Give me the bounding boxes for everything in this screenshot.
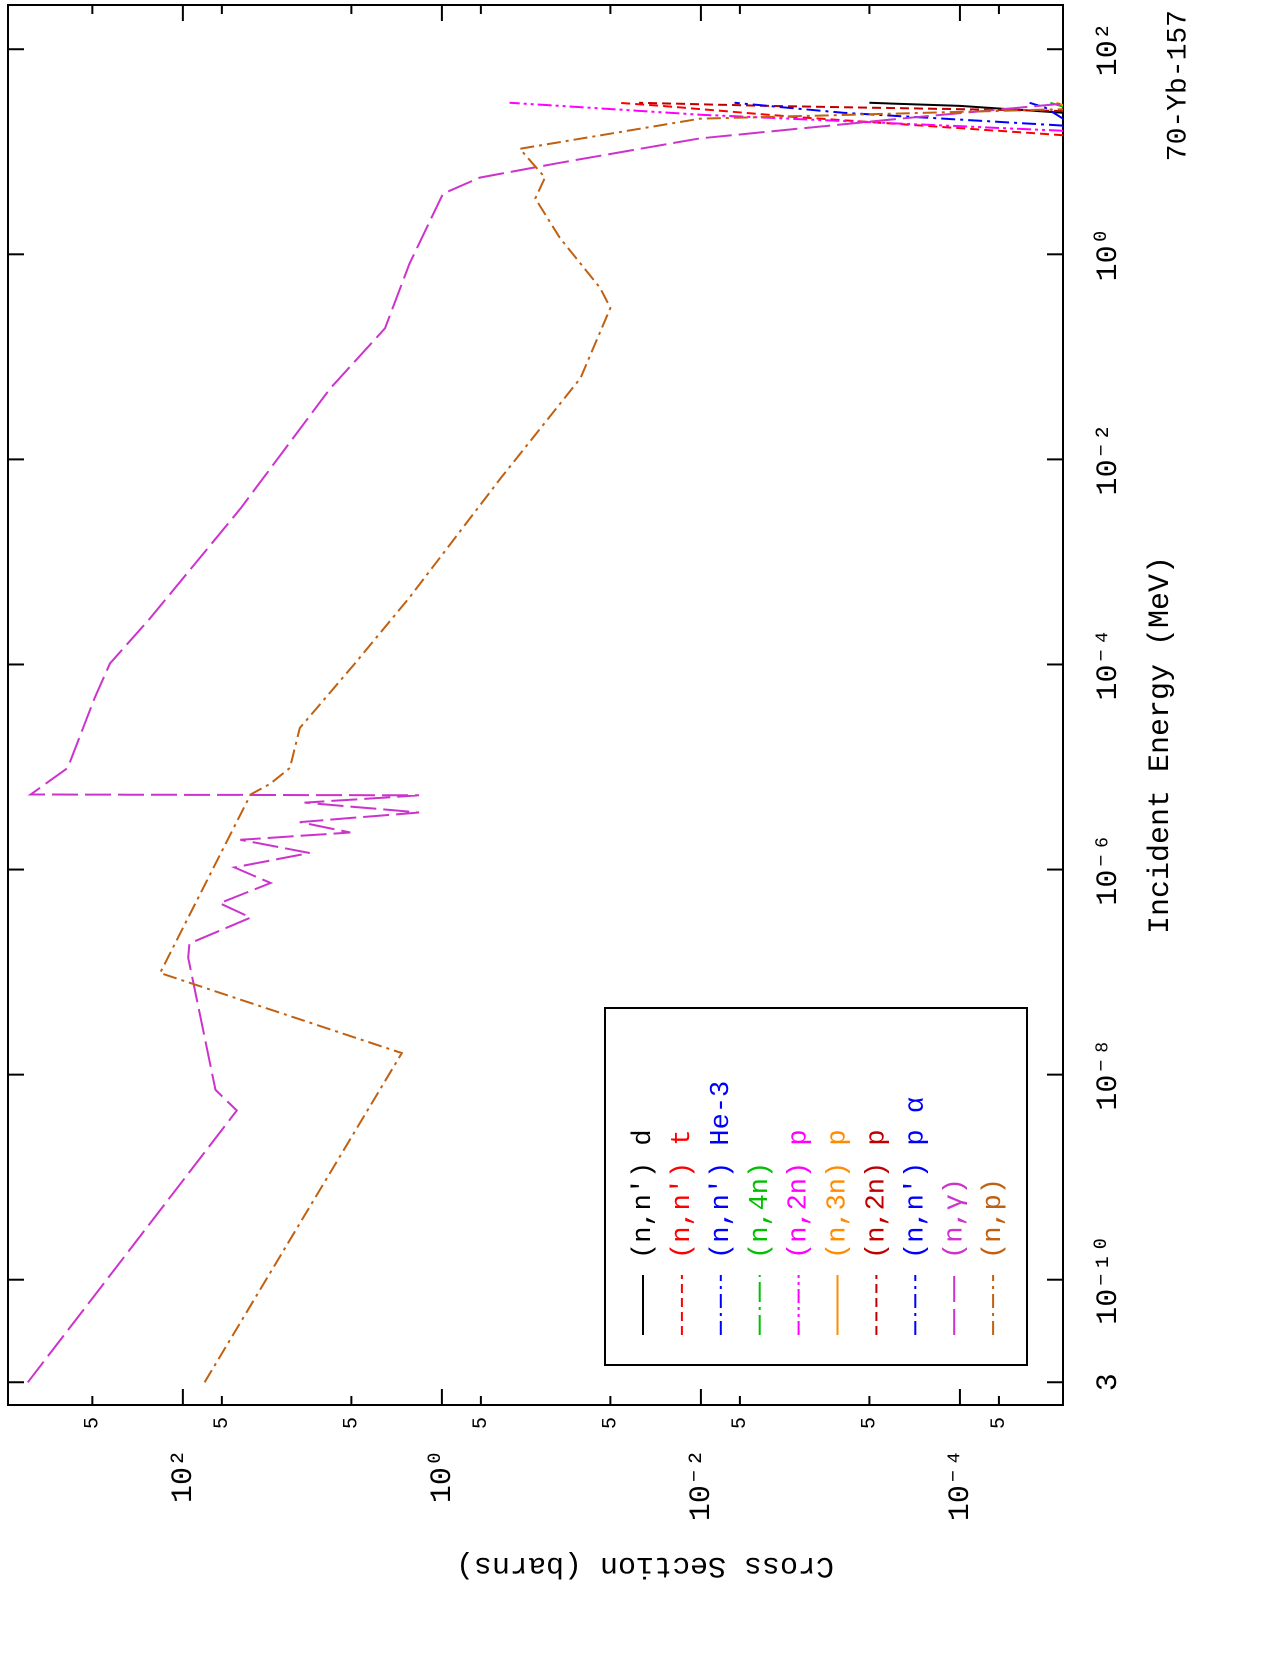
y-tick-label: 5	[988, 1417, 1011, 1429]
legend-label: (n,4n)	[746, 1162, 776, 1259]
y-axis-label: Cross Section (barns)	[456, 1548, 834, 1582]
series-line	[1029, 101, 1063, 120]
chart-title: 70-Yb-157	[1163, 10, 1194, 161]
x-tick-label: 10⁻⁶	[1092, 834, 1126, 906]
series-line	[158, 108, 1063, 1383]
y-tick-label: 5	[211, 1417, 234, 1429]
legend-label: (n,p)	[979, 1178, 1009, 1259]
x-tick-label: 10²	[1092, 22, 1126, 76]
x-tick-label: 10⁻¹⁰	[1092, 1235, 1126, 1325]
series-line	[27, 102, 1063, 1383]
x-tick-label: 10⁰	[1092, 227, 1126, 281]
y-tick-label: 5	[859, 1417, 882, 1429]
x-tick-label: 10⁻⁴	[1092, 628, 1126, 700]
legend-box	[604, 1007, 1028, 1366]
y-tick-label: 10⁻²	[685, 1449, 719, 1521]
legend-label: (n,2n) p	[785, 1129, 815, 1259]
x-tick-label: 3	[1092, 1373, 1126, 1391]
y-tick-label: 10²	[167, 1449, 201, 1503]
y-tick-label: 5	[82, 1417, 105, 1429]
y-tick-label: 5	[729, 1417, 752, 1429]
legend-label: (n,n') p α	[901, 1097, 931, 1259]
legend-label: (n,n') He-3	[707, 1081, 737, 1259]
legend-label: (n,γ)	[940, 1178, 970, 1259]
legend-label: (n,3n) p	[824, 1129, 854, 1259]
y-tick-label: 5	[341, 1417, 364, 1429]
legend-label: (n,n') d	[629, 1129, 659, 1259]
series-line	[639, 101, 1063, 112]
x-tick-label: 10⁻⁸	[1092, 1039, 1126, 1111]
rotated-plot: 70-Yb-157 Incident Energy (MeV) Cross Se…	[7, 4, 1194, 1582]
y-tick-label: 10⁰	[426, 1449, 460, 1503]
legend-label: (n,n') t	[668, 1129, 698, 1259]
x-axis-label: Incident Energy (MeV)	[1144, 556, 1178, 934]
series-line	[618, 101, 1063, 137]
y-tick-label: 10⁻⁴	[944, 1449, 978, 1521]
y-tick-label: 5	[470, 1417, 493, 1429]
plot-frame	[7, 4, 1064, 1406]
y-tick-label: 5	[600, 1417, 623, 1429]
series-line	[734, 101, 1063, 127]
legend-label: (n,2n) p	[863, 1129, 893, 1259]
plot-area	[27, 101, 1063, 1383]
x-tick-label: 10⁻²	[1092, 423, 1126, 495]
